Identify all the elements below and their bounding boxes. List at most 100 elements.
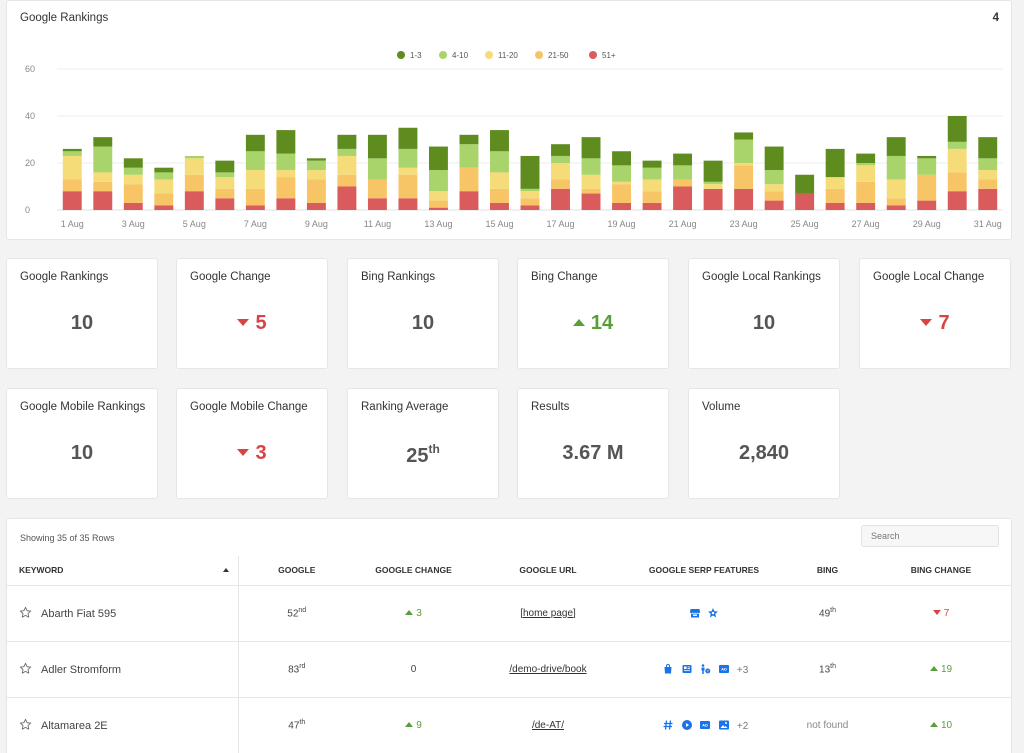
bar-segment [703,160,723,182]
ads-icon[interactable]: AD [699,719,711,731]
star-badge-icon[interactable] [707,607,719,619]
bar-segment [764,146,784,171]
kpi-google-local-change: Google Local Change 7 [859,258,1011,369]
more-features-count[interactable]: +2 [736,720,749,732]
keywords-table-card: Showing 35 of 35 Rows KEYWORD GOOGLE GOO… [6,518,1012,753]
kpi-value: 10 [411,312,435,334]
more-features-count[interactable]: +3 [736,664,749,676]
bar-segment [93,191,113,210]
bar-segment [215,177,235,189]
bar-segment [428,146,448,171]
header-bing[interactable]: BING [784,556,871,586]
store-icon[interactable] [689,607,701,619]
url-link[interactable]: /demo-drive/book [509,663,587,675]
bar-segment [825,148,845,178]
people-also-ask-icon[interactable]: ? [699,663,711,675]
bar-segment [856,202,876,210]
bar-segment [245,134,265,152]
bar-segment [856,153,876,163]
bar-segment [917,155,937,159]
bar-segment [215,160,235,173]
bar-segment [245,151,265,171]
bar-segment [62,191,82,210]
bar-segment [703,188,723,210]
bar-segment [673,153,693,166]
bar-segment [612,181,632,185]
bar-segment [978,188,998,210]
hashtag-icon[interactable] [662,719,674,731]
google-url-cell: /demo-drive/book [472,641,624,698]
kpi-value: 7 [860,312,1010,335]
bar-segment [428,170,448,192]
y-tick-label: 20 [25,158,35,168]
legend-swatch [589,51,597,59]
bar-segment [306,179,326,203]
ads-icon[interactable]: AD [718,663,730,675]
x-tick-label: 13 Aug [424,219,452,229]
bar-segment [673,179,693,187]
search-input[interactable] [861,525,999,547]
kpi-bing-change: Bing Change 14 [517,258,669,369]
kpi-label: Volume [702,401,741,413]
bar-segment [398,148,418,168]
bar-segment [93,181,113,192]
bar-segment [947,191,967,210]
x-tick-label: 9 Aug [305,219,328,229]
header-serp-features[interactable]: GOOGLE SERP FEATURES [624,556,784,586]
kpi-bing-rankings: Bing Rankings 10 [347,258,499,369]
bar-segment [398,198,418,210]
triangle-up-icon [929,721,938,727]
url-link[interactable]: /de-AT/ [531,719,565,731]
triangle-up-icon [405,609,414,615]
bar-segment [886,137,906,156]
table-row: Adler Stromform 83rd 0 /demo-drive/book … [7,641,1011,698]
kpi-label: Google Local Change [873,271,985,283]
x-tick-label: 27 Aug [852,219,880,229]
bing-change-cell: 19 [871,641,1011,698]
sort-asc-icon[interactable] [222,568,229,572]
kpi-google-mobile-change: Google Mobile Change 3 [176,388,328,499]
bar-segment [123,174,143,185]
bar-segment [154,205,174,210]
bar-segment [367,134,387,159]
bar-segment [886,179,906,199]
chart-count: 4 [992,12,999,24]
image-icon[interactable] [718,719,730,731]
bar-segment [856,165,876,182]
bar-segment [459,144,479,168]
news-icon[interactable] [681,663,693,675]
serp-features-cell: AD +2 [624,697,784,753]
bar-segment [276,177,296,199]
legend-label: 21-50 [548,51,569,60]
bar-segment [978,179,998,189]
google-rank-cell: 52nd [238,585,355,642]
bar-segment [947,148,967,173]
kpi-volume: Volume 2,840 [688,388,840,499]
bar-segment [612,184,632,203]
google-url-cell: [home page] [472,585,624,642]
video-icon[interactable] [681,719,693,731]
star-outline-icon[interactable] [19,662,32,675]
header-google-change[interactable]: GOOGLE CHANGE [355,556,472,586]
star-outline-icon[interactable] [19,606,32,619]
bar-segment [276,130,296,154]
header-bing-change[interactable]: BING CHANGE [871,556,1011,586]
bar-segment [612,165,632,182]
bar-segment [551,188,570,210]
header-keyword[interactable]: KEYWORD [7,556,239,586]
shopping-bag-icon[interactable] [662,663,674,675]
google-change-cell: 3 [355,585,472,642]
url-link[interactable]: [home page] [520,607,576,619]
triangle-down-icon [932,609,941,615]
bar-segment [856,163,876,166]
y-tick-label: 40 [25,111,35,121]
x-tick-label: 29 Aug [913,219,941,229]
header-google-url[interactable]: GOOGLE URL [472,556,624,586]
bar-segment [642,191,662,203]
star-outline-icon[interactable] [19,718,32,731]
legend-swatch [439,51,447,59]
x-tick-label: 7 Aug [244,219,267,229]
google-url-cell: /de-AT/ [472,697,624,753]
header-google[interactable]: GOOGLE [238,556,355,586]
bar-segment [886,205,906,210]
